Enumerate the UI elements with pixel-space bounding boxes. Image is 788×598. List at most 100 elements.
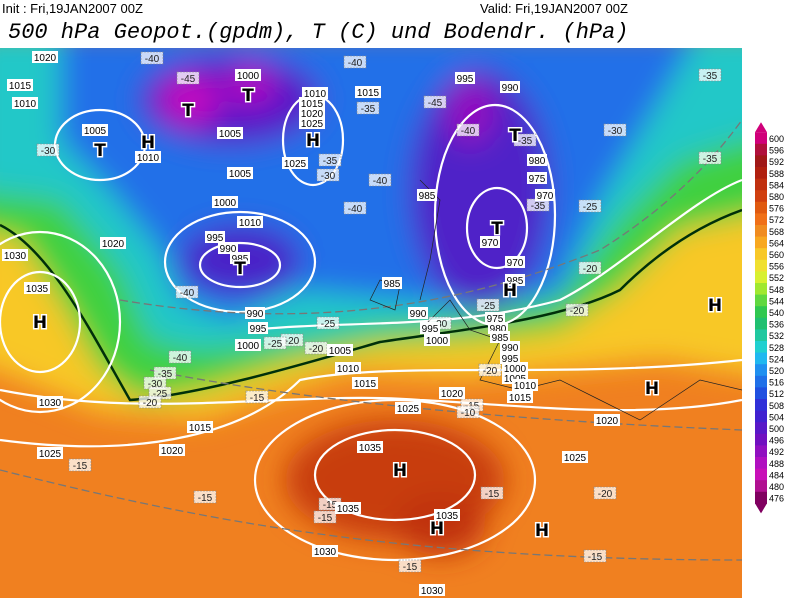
colorbar-swatch	[755, 364, 767, 377]
pressure-label: 1015	[9, 81, 32, 92]
colorbar-label: 568	[769, 227, 784, 237]
colorbar-label: 512	[769, 389, 784, 399]
colorbar-label: 504	[769, 412, 784, 422]
temperature-label-box	[343, 55, 367, 69]
pressure-label: 1005	[329, 346, 352, 357]
pressure-label-box	[335, 502, 361, 514]
pressure-label-box	[455, 72, 475, 84]
colorbar-swatch	[755, 433, 767, 446]
temperature-label-box	[316, 168, 340, 182]
colorbar-swatch	[755, 294, 767, 307]
low-pressure-marker: T	[509, 126, 521, 146]
temperature-label-box	[176, 71, 200, 85]
colorbar-swatch	[755, 213, 767, 226]
pressure-label-box	[135, 151, 161, 163]
low-pressure-marker: T	[242, 86, 254, 106]
temperature-label: -20	[570, 306, 585, 317]
temperature-label-box	[480, 486, 504, 500]
temperature-label-box	[313, 510, 337, 524]
colorbar-label: 536	[769, 320, 784, 330]
temperature-label: -40	[145, 54, 160, 65]
temperature-label-box	[698, 68, 722, 82]
colorbar-swatch	[755, 283, 767, 296]
pressure-label: 1015	[301, 99, 324, 110]
pressure-label: 1000	[214, 198, 237, 209]
temperature-label: -30	[41, 146, 56, 157]
temperature-label-box	[456, 123, 480, 137]
temperature-label: -25	[153, 389, 168, 400]
pressure-label-box	[237, 216, 263, 228]
temperature-label: -40	[180, 288, 195, 299]
pressure-label: 1010	[239, 218, 262, 229]
colorbar-swatch	[755, 317, 767, 330]
temperature-label: -15	[250, 393, 265, 404]
temperature-label-box	[263, 336, 287, 350]
pressure-label: 1000	[237, 71, 260, 82]
init-text: Init : Fri,19JAN2007 00Z	[2, 1, 143, 16]
pressure-label: 1000	[237, 341, 260, 352]
colorbar-swatch	[755, 410, 767, 423]
colorbar-swatch	[755, 491, 767, 504]
temperature-label-box	[368, 173, 392, 187]
temperature-label-box	[698, 151, 722, 165]
high-pressure-marker: H	[708, 296, 722, 316]
temperature-label: -35	[158, 369, 173, 380]
temperature-label: -35	[703, 71, 718, 82]
high-pressure-marker: H	[535, 521, 549, 541]
pressure-label: 970	[537, 191, 554, 202]
pressure-label-box	[355, 86, 381, 98]
pressure-label-box	[32, 51, 58, 63]
pressure-label: 1005	[219, 129, 242, 140]
colorbar-label: 588	[769, 169, 784, 179]
pressure-label: 1025	[284, 159, 307, 170]
pressure-label-box	[512, 379, 538, 391]
colorbar-label: 540	[769, 308, 784, 318]
colorbar-label: 596	[769, 146, 784, 156]
temperature-label: -10	[461, 408, 476, 419]
temperature-label: -20	[483, 366, 498, 377]
valid-text: Valid: Fri,19JAN2007 00Z	[480, 1, 628, 16]
temperature-label-box	[138, 395, 162, 409]
pressure-label: 1035	[436, 511, 459, 522]
pressure-label-box	[159, 444, 185, 456]
temperature-label-box	[193, 490, 217, 504]
pressure-label: 990	[410, 309, 427, 320]
high-pressure-marker: H	[503, 281, 517, 301]
colorbar-label: 528	[769, 343, 784, 353]
temperature-label: -30	[608, 126, 623, 137]
temperature-label-box	[343, 201, 367, 215]
colorbar-label: 516	[769, 378, 784, 388]
pressure-label: 985	[232, 254, 249, 265]
pressure-label: 970	[507, 258, 524, 269]
high-pressure-marker: H	[393, 461, 407, 481]
high-pressure-marker: H	[306, 131, 320, 151]
pressure-label: 980	[490, 324, 507, 335]
pressure-label: 1010	[304, 89, 327, 100]
colorbar-label: 572	[769, 215, 784, 225]
colorbar-swatch	[755, 132, 767, 145]
colorbar-swatch	[755, 480, 767, 493]
colorbar-label: 552	[769, 273, 784, 283]
temperature-label: -40	[173, 353, 188, 364]
pressure-label-box	[480, 236, 500, 248]
pressure-label-box	[395, 402, 421, 414]
pressure-label-box	[500, 81, 520, 93]
pressure-label-box	[37, 396, 63, 408]
pressure-label-box	[235, 339, 261, 351]
pressure-label: 1035	[26, 284, 49, 295]
pressure-label: 975	[529, 174, 546, 185]
colorbar-swatch	[755, 352, 767, 365]
colorbar-label: 476	[769, 494, 784, 504]
pressure-label-box	[505, 274, 525, 286]
colorbar-swatch	[755, 259, 767, 272]
pressure-label: 1020	[161, 446, 184, 457]
colorbar-swatch	[755, 329, 767, 342]
pressure-label-box	[299, 97, 325, 109]
pressure-label: 995	[422, 324, 439, 335]
pressure-label: 1025	[397, 404, 420, 415]
pressure-label-box	[352, 377, 378, 389]
temperature-label: -15	[198, 493, 213, 504]
low-pressure-marker: T	[234, 259, 246, 279]
colorbar-swatch	[755, 201, 767, 214]
pressure-label-box	[434, 509, 460, 521]
